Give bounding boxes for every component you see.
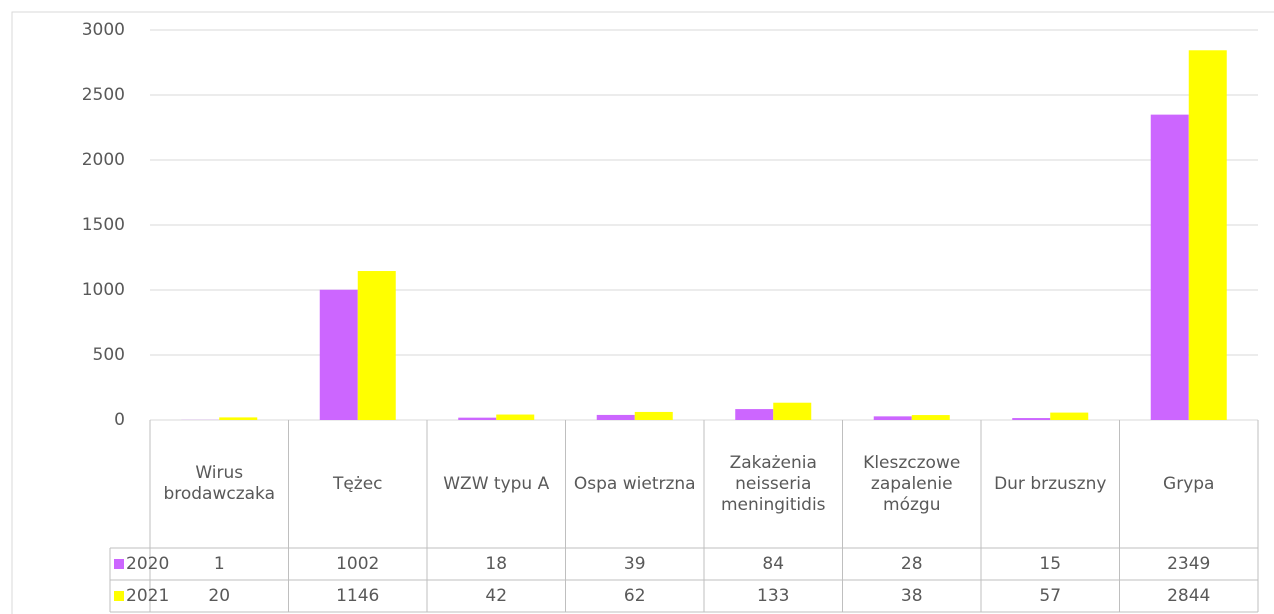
x-tick-label: Zakażenia neisseria meningitidis xyxy=(720,452,826,515)
bar xyxy=(319,289,358,420)
category-cell: Tężec xyxy=(332,473,383,494)
table-value: 39 xyxy=(624,554,646,574)
legend-swatch xyxy=(114,559,124,569)
table-value: 15 xyxy=(1039,554,1061,574)
y-tick-label: 0 xyxy=(114,410,125,430)
x-tick-label: Ospa wietrzna xyxy=(573,473,696,494)
legend-swatch xyxy=(114,591,124,601)
category-cell: WZW typu A xyxy=(443,473,550,494)
bar xyxy=(1050,412,1089,420)
table-value: 84 xyxy=(762,554,784,574)
table-value: 20 xyxy=(208,586,230,606)
y-tick-label: 3000 xyxy=(82,20,125,40)
legend-label: 2020 xyxy=(126,554,169,574)
table-value: 42 xyxy=(485,586,507,606)
bar xyxy=(773,402,812,420)
category-cell: Wirus brodawczaka xyxy=(163,463,276,504)
legend-label: 2021 xyxy=(126,586,169,606)
table-value: 1146 xyxy=(336,586,379,606)
category-cell: Dur brzuszny xyxy=(994,473,1107,494)
y-tick-label: 1000 xyxy=(82,280,125,300)
table-value: 38 xyxy=(901,586,923,606)
bar xyxy=(219,417,258,420)
y-tick-label: 500 xyxy=(93,345,125,365)
category-cell: Zakażenia neisseria meningitidis xyxy=(720,452,826,515)
x-tick-label: Dur brzuszny xyxy=(994,473,1107,494)
bar xyxy=(911,415,950,420)
bar xyxy=(873,416,912,420)
bar xyxy=(496,414,535,420)
y-tick-label: 2000 xyxy=(82,150,125,170)
bar xyxy=(1150,114,1189,420)
x-tick-label: Tężec xyxy=(332,473,383,494)
x-tick-label: Wirus brodawczaka xyxy=(163,463,276,504)
table-value: 2349 xyxy=(1167,554,1210,574)
table-value: 18 xyxy=(485,554,507,574)
bar xyxy=(735,409,774,420)
bar xyxy=(596,414,635,420)
table-value: 133 xyxy=(757,586,789,606)
category-cell: Grypa xyxy=(1163,473,1215,494)
category-cell: Kleszczowe zapalenie mózgu xyxy=(863,452,961,515)
table-value: 62 xyxy=(624,586,646,606)
table-value: 1 xyxy=(214,554,225,574)
x-tick-label: Grypa xyxy=(1163,473,1215,494)
x-tick-label: Kleszczowe zapalenie mózgu xyxy=(863,452,961,515)
bar xyxy=(357,271,396,420)
bar xyxy=(1012,418,1051,420)
bar xyxy=(458,417,497,420)
table-value: 57 xyxy=(1039,586,1061,606)
table-value: 2844 xyxy=(1167,586,1210,606)
table-value: 28 xyxy=(901,554,923,574)
y-tick-label: 1500 xyxy=(82,215,125,235)
table-value: 1002 xyxy=(336,554,379,574)
category-cell: Ospa wietrzna xyxy=(573,473,696,494)
chart-border xyxy=(11,11,1274,614)
bar xyxy=(634,411,673,420)
y-tick-label: 2500 xyxy=(82,85,125,105)
x-tick-label: WZW typu A xyxy=(443,473,550,494)
bar xyxy=(1188,50,1227,420)
